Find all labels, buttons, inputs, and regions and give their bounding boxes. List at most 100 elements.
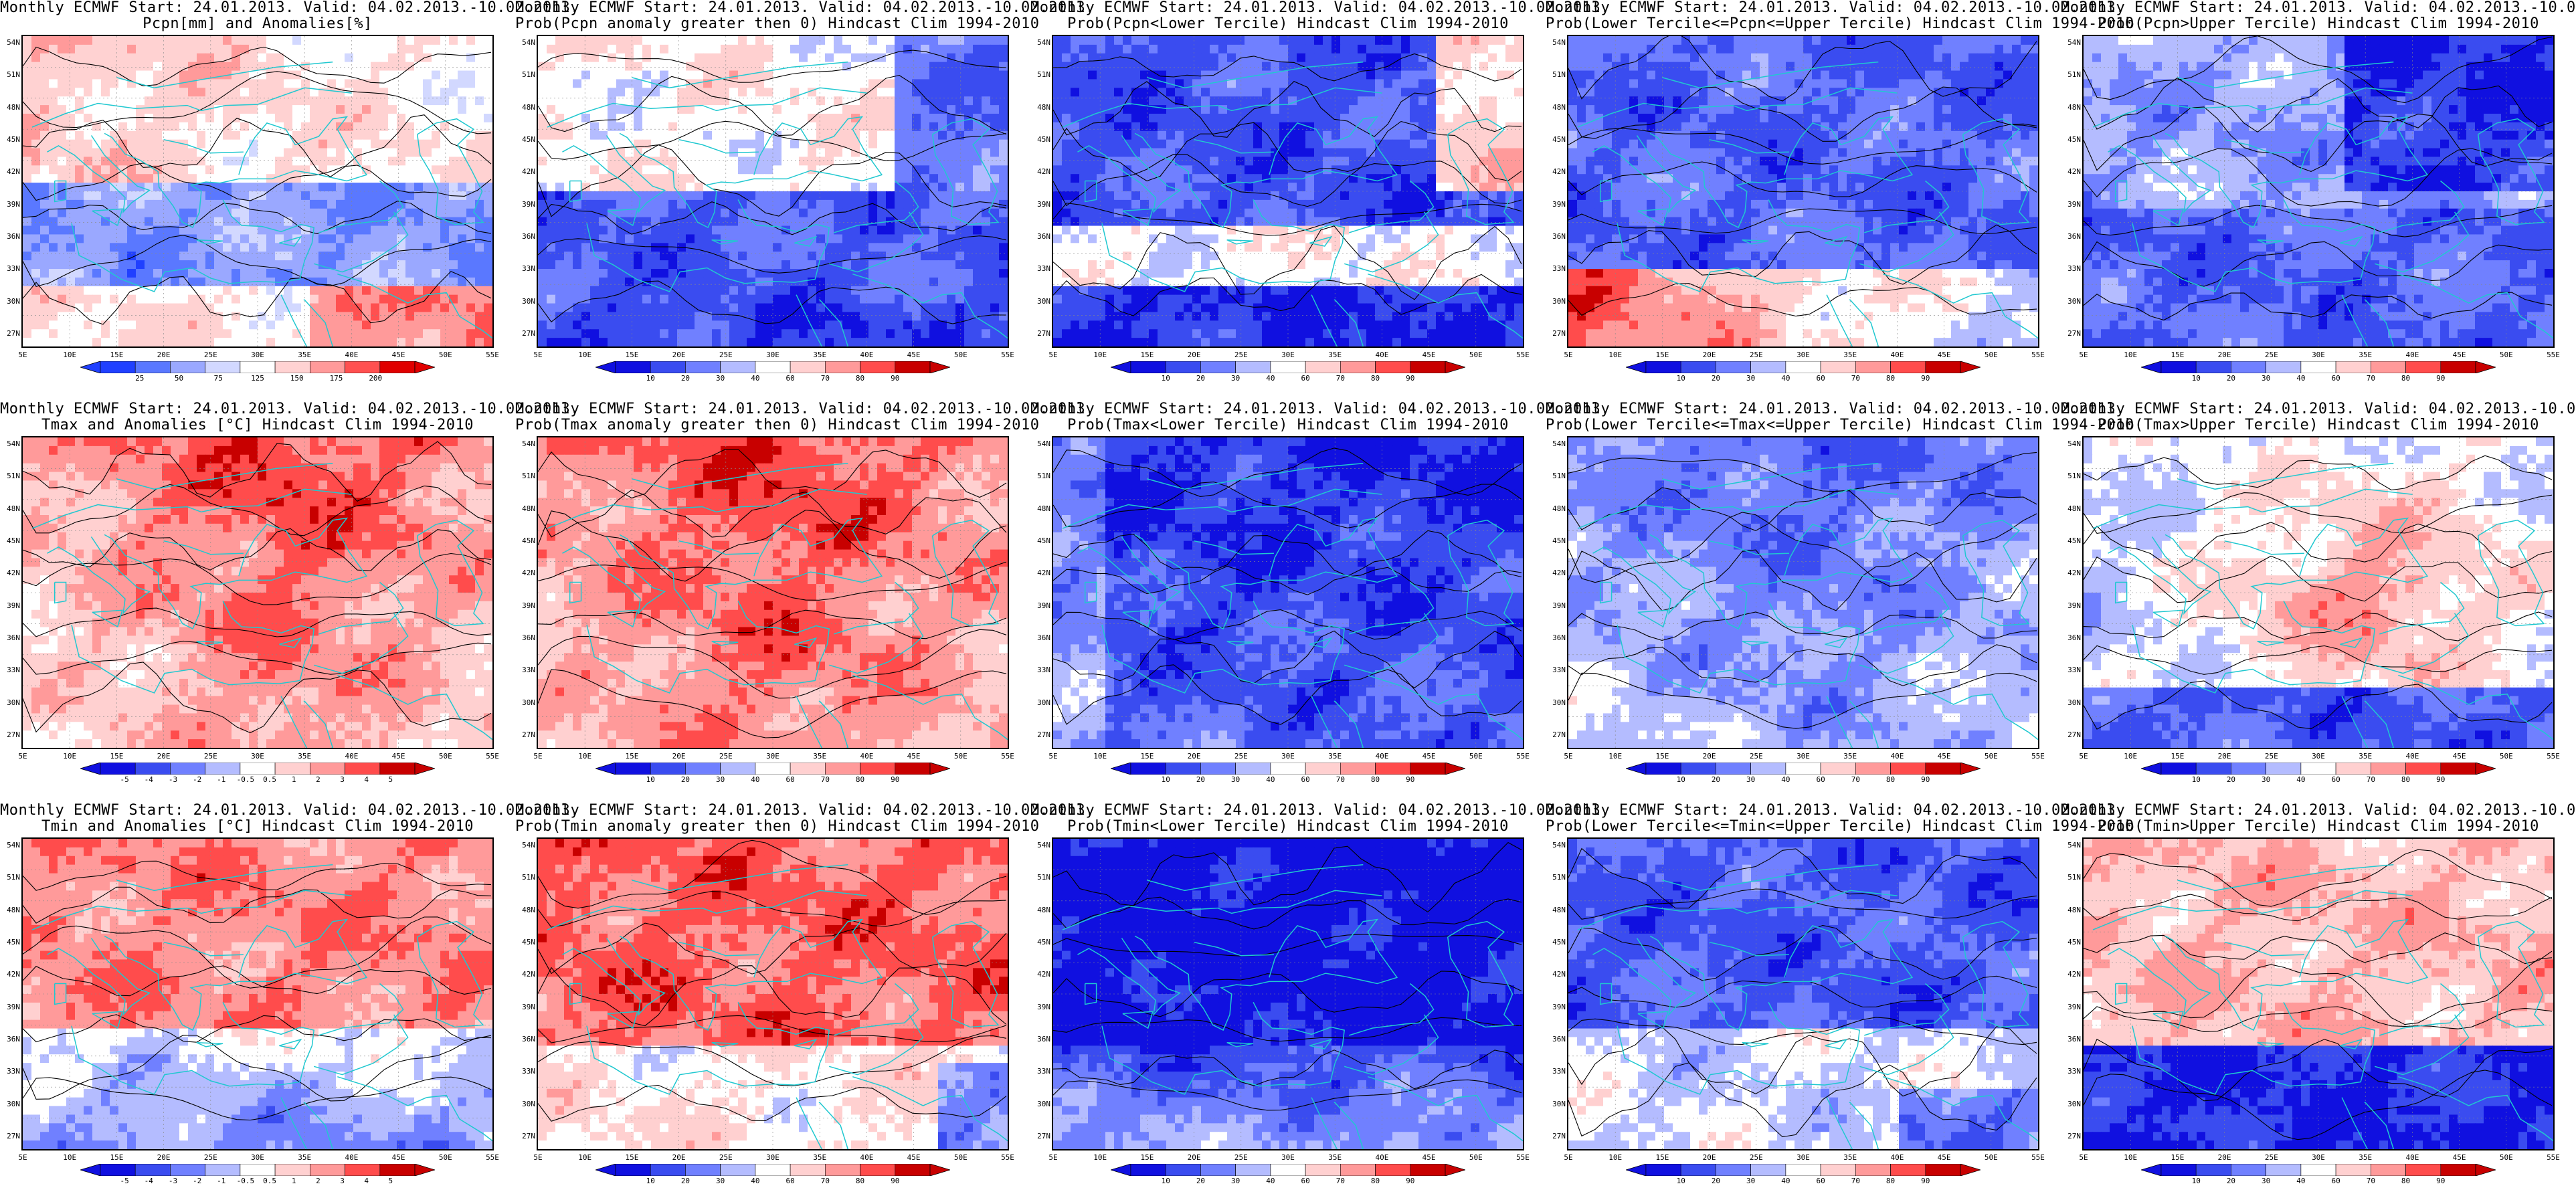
colorbar-swatch — [240, 361, 276, 373]
coastline — [313, 211, 409, 273]
lon-tick-label: 40E — [2399, 1154, 2425, 1162]
colorbar-tick-label: 20 — [1702, 375, 1729, 383]
coastline — [54, 581, 67, 604]
colorbar-swatch — [790, 361, 826, 373]
lat-tick-label: 51N — [1546, 71, 1566, 79]
map-plot-area — [2082, 436, 2555, 749]
colorbar-tick-label: 2 — [304, 1177, 331, 1185]
coastline — [31, 87, 352, 128]
lon-tick-label: 10E — [1602, 752, 1629, 761]
lon-tick-label: 25E — [713, 1154, 739, 1162]
coastline — [426, 292, 492, 339]
colorbar-tick-label: 90 — [1912, 1177, 1939, 1185]
contour-line — [538, 609, 1007, 639]
coastline — [318, 983, 404, 1036]
contour-line — [2084, 645, 2553, 675]
colorbar-labels: 10 20 30 40 60 70 80 90 — [1111, 375, 1465, 385]
colorbar-tick-label: 30 — [1738, 776, 1764, 784]
colorbar-swatch — [1200, 1164, 1236, 1176]
colorbar-tick-label: 80 — [2393, 1177, 2419, 1185]
lon-tick-label: 5E — [525, 752, 551, 761]
colorbar-tick-label: 40 — [1257, 776, 1284, 784]
lat-tick-label: 51N — [1030, 472, 1050, 480]
lon-tick-label: 25E — [1228, 351, 1255, 359]
map-field — [1053, 437, 1523, 748]
coastline — [163, 941, 244, 957]
colorbar-swatch — [134, 361, 171, 373]
lon-tick-label: 10E — [1602, 351, 1629, 359]
coastline — [2487, 292, 2553, 339]
coastline — [1826, 696, 1879, 748]
coastline — [1883, 1076, 1973, 1106]
colorbar-swatch — [720, 361, 756, 373]
colorbar-tick-label: 20 — [1187, 375, 1214, 383]
coastline — [1311, 696, 1364, 748]
coastline — [2152, 609, 2184, 628]
colorbar-min-arrow — [80, 1164, 101, 1176]
colorbar-swatch — [1130, 763, 1166, 775]
colorbar-swatch — [1340, 1164, 1376, 1176]
lon-tick-label: 10E — [571, 752, 598, 761]
lon-tick-label: 40E — [338, 1154, 365, 1162]
lat-tick-label: 48N — [515, 103, 535, 112]
lon-tick-label: 30E — [2305, 1154, 2332, 1162]
colorbar-swatch — [1235, 763, 1271, 775]
map-panel: Monthly ECMWF Start: 24.01.2013. Valid: … — [1546, 401, 2134, 803]
coastline — [1457, 693, 1523, 740]
colorbar-labels: 10 20 30 40 60 70 80 90 — [2141, 375, 2496, 385]
contour-line — [2084, 957, 2553, 1025]
colorbar-tick-label: 90 — [2427, 1177, 2454, 1185]
colorbar-swatch — [2335, 1164, 2371, 1176]
lon-tick-label: 25E — [2258, 351, 2285, 359]
lon-tick-label: 30E — [244, 1154, 271, 1162]
coastline — [1077, 938, 1182, 1017]
colorbar-tick-label: 40 — [1772, 375, 1799, 383]
contour-line — [1053, 121, 1522, 182]
coastline — [31, 890, 352, 930]
lon-tick-label: 10E — [571, 351, 598, 359]
colorbar-tick-label: 0.5 — [256, 1177, 283, 1185]
coastline — [54, 180, 67, 203]
colorbar-swatch — [345, 361, 381, 373]
coastline — [607, 609, 638, 628]
contour-line — [1053, 934, 1522, 957]
contour-line — [23, 886, 492, 924]
contour-line — [1053, 841, 1522, 913]
lon-tick-label: 15E — [103, 1154, 130, 1162]
lat-tick-label: 27N — [2061, 330, 2081, 338]
coastline — [1649, 935, 1794, 1031]
coastline — [1864, 983, 1950, 1036]
colorbar-swatch — [100, 763, 136, 775]
contour-line — [538, 510, 1007, 582]
coastline — [1147, 462, 1364, 490]
lat-tick-label: 48N — [515, 906, 535, 914]
colorbar-tick-label: 20 — [672, 1177, 699, 1185]
lat-tick-label: 39N — [2061, 601, 2081, 610]
panel-title-line1: Monthly ECMWF Start: 24.01.2013. Valid: … — [1030, 0, 1609, 16]
lon-tick-label: 50E — [432, 1154, 459, 1162]
colorbar-tick-label: 80 — [1362, 375, 1389, 383]
colorbar-tick-label: 20 — [1187, 1177, 1214, 1185]
contour-line — [23, 916, 492, 989]
lat-tick-label: 45N — [1546, 136, 1566, 144]
colorbar-tick-label: 70 — [812, 375, 838, 383]
colorbar-min-arrow — [595, 763, 616, 775]
contour-line — [2084, 680, 2553, 730]
contour-line — [1568, 847, 2037, 909]
lat-tick-label: 42N — [2061, 569, 2081, 577]
coastline — [337, 674, 428, 705]
panel-title: Monthly ECMWF Start: 24.01.2013. Valid: … — [1546, 401, 2134, 433]
coastline — [1784, 517, 1914, 583]
colorbar-tick-label: 50 — [166, 375, 193, 383]
colorbar-swatch — [895, 1164, 931, 1176]
lat-tick-label: 42N — [1030, 168, 1050, 176]
colorbar-labels: 10 20 30 40 60 70 80 90 — [1626, 1177, 1981, 1188]
coastline — [1084, 983, 1097, 1005]
colorbar-tick-label: 4 — [353, 1177, 380, 1185]
coastline — [1649, 534, 1794, 630]
colorbar-min-arrow — [1111, 763, 1131, 775]
colorbar-swatch — [1305, 763, 1341, 775]
coastline — [2257, 640, 2284, 646]
lat-tick-label: 39N — [1030, 1003, 1050, 1011]
lat-tick-label: 54N — [1030, 841, 1050, 849]
